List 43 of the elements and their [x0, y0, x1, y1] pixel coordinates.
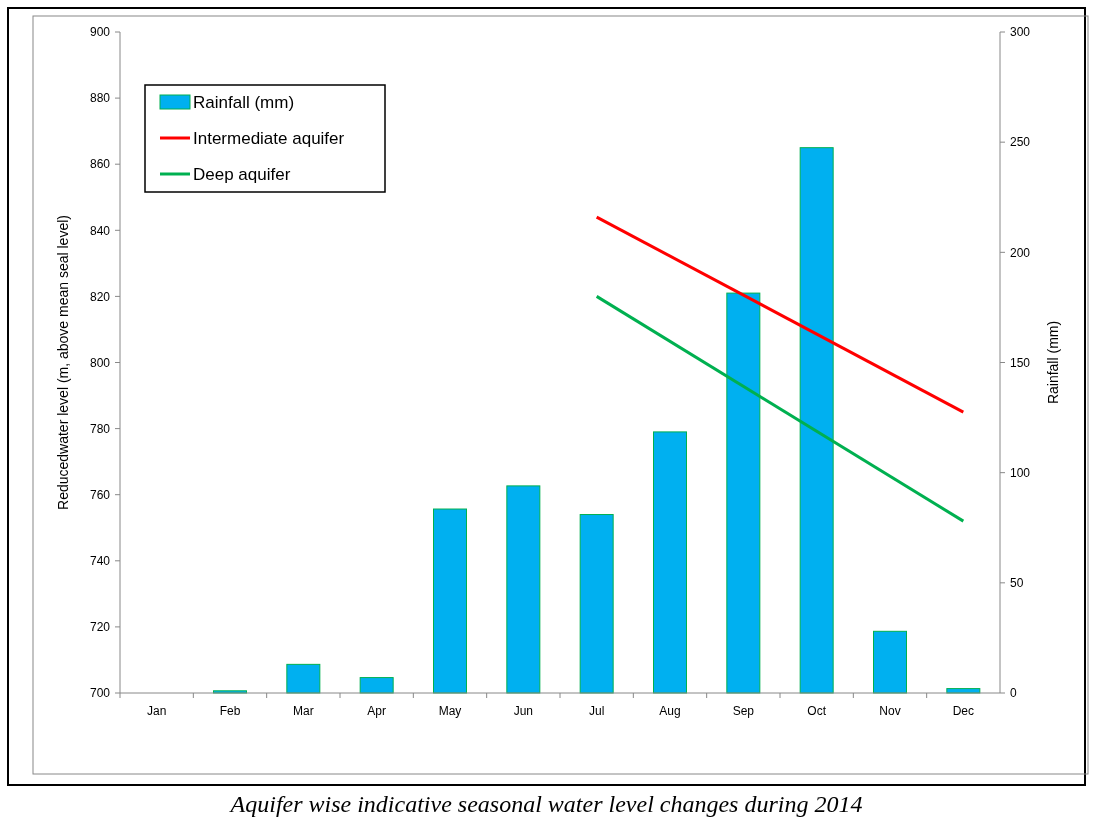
y-tick-label: 880	[89, 91, 111, 106]
legend-label: Intermediate aquifer	[193, 128, 345, 148]
y-tick-label: 760	[89, 487, 111, 502]
x-tick-label: Apr	[367, 704, 387, 718]
bar	[286, 663, 321, 694]
bar	[873, 630, 907, 694]
y2-tick-label: 50	[1010, 576, 1024, 591]
x-tick-label: Feb	[219, 704, 241, 718]
x-tick-label: Jan	[146, 704, 167, 718]
y2-axis-title: Rainfall (mm)	[1045, 320, 1061, 405]
bar	[359, 677, 394, 694]
y2-tick-label: 250	[1010, 135, 1031, 150]
text: Aquifer wise indicative seasonal water level changes during 2014	[228, 791, 863, 817]
bar	[433, 508, 467, 694]
y2-tick-label: 300	[1010, 25, 1031, 40]
y-tick-label: 700	[89, 686, 111, 701]
x-tick-label: Oct	[807, 704, 827, 718]
legend-label: Rainfall (mm)	[193, 92, 295, 112]
y-tick-label: 860	[89, 157, 111, 172]
x-tick-label: Sep	[732, 704, 755, 718]
legend-label: Deep aquifer	[193, 164, 291, 184]
x-tick-label: Nov	[879, 704, 901, 718]
y-tick-label: 800	[89, 355, 111, 370]
y-axis-title: Reducedwater level (m, above mean seal level)	[55, 215, 71, 510]
x-tick-label: Dec	[952, 704, 975, 718]
y2-tick-label: 150	[1010, 355, 1031, 370]
bar	[506, 485, 541, 694]
y2-tick-label: 100	[1010, 465, 1031, 480]
x-tick-label: Aug	[659, 704, 681, 718]
x-tick-label: Mar	[293, 704, 314, 718]
y-tick-label: 720	[89, 620, 111, 635]
y-tick-label: 900	[89, 25, 111, 40]
y-tick-label: 740	[89, 554, 111, 568]
x-tick-label: Jun	[513, 704, 534, 718]
bar	[579, 514, 614, 694]
bar	[653, 431, 687, 694]
x-tick-label: Jul	[588, 704, 605, 718]
y-tick-label: 780	[89, 421, 111, 436]
y-tick-label: 820	[89, 289, 111, 304]
x-tick-label: May	[438, 704, 462, 718]
y2-tick-label: 0	[1010, 686, 1017, 701]
y2-tick-label: 200	[1010, 245, 1031, 260]
y-tick-label: 840	[89, 223, 111, 238]
